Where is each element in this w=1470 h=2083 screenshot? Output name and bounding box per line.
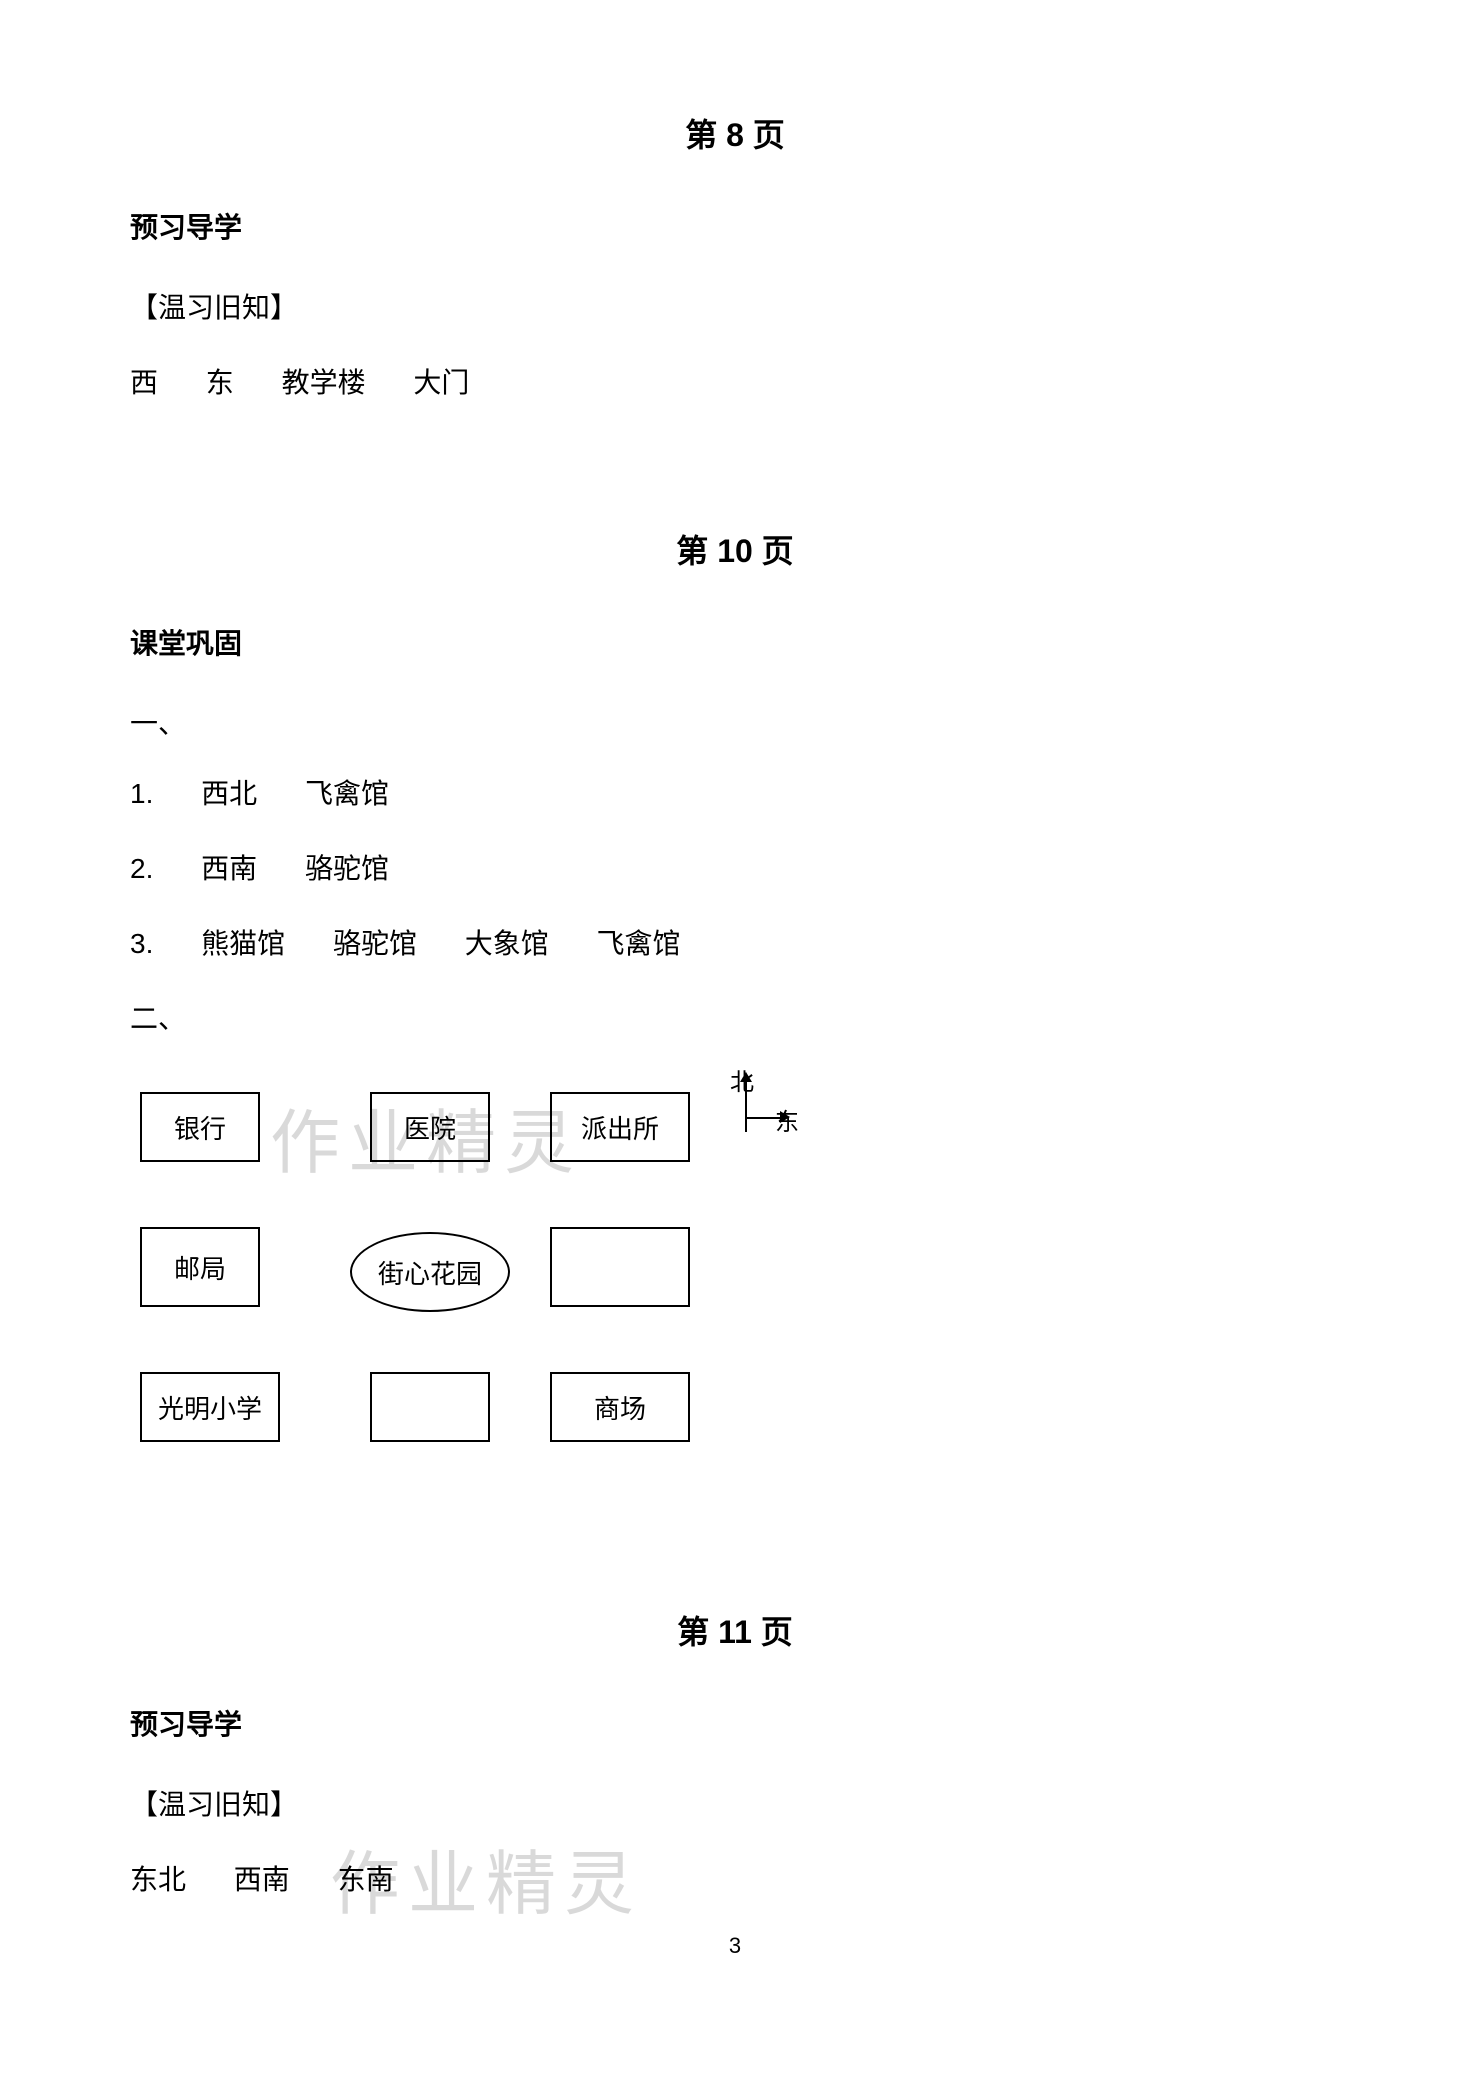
- part-1-label: 一、: [130, 702, 1340, 742]
- map-box: 银行: [140, 1092, 260, 1162]
- answer-item: 教学楼: [282, 367, 366, 398]
- item-val: 大象馆: [465, 928, 549, 959]
- item-val: 西北: [201, 778, 257, 809]
- item-val: 骆驼馆: [333, 928, 417, 959]
- garden-ellipse: 街心花园: [350, 1232, 510, 1312]
- page-11-title: 第 11 页: [130, 1607, 1340, 1653]
- item-val: 熊猫馆: [201, 928, 285, 959]
- item-num: 3.: [130, 928, 153, 959]
- map-box: [550, 1227, 690, 1307]
- bottom-section: 东北 西南 东南 作业精灵 3: [130, 1858, 1340, 1959]
- map-box: 商场: [550, 1372, 690, 1442]
- answer-item: 西: [130, 367, 158, 398]
- item-val: 骆驼馆: [305, 853, 389, 884]
- item-val: 飞禽馆: [597, 928, 681, 959]
- answer-item: 大门: [413, 367, 469, 398]
- page-11-answers: 东北 西南 东南: [130, 1858, 1340, 1898]
- map-box: 邮局: [140, 1227, 260, 1307]
- compass-arrow-east-icon: [780, 1111, 790, 1123]
- answer-item: 西南: [234, 1864, 290, 1895]
- map-diagram: 北 东 银行医院派出所邮局光明小学商场 街心花园 作业精灵: [130, 1067, 880, 1477]
- page-10-section: 课堂巩固: [130, 622, 1340, 662]
- item-val: 西南: [201, 853, 257, 884]
- map-box: 派出所: [550, 1092, 690, 1162]
- item-val: 飞禽馆: [305, 778, 389, 809]
- page-10-title: 第 10 页: [130, 526, 1340, 572]
- answer-item: 东: [206, 367, 234, 398]
- map-box: 医院: [370, 1092, 490, 1162]
- page-8-answers: 西 东 教学楼 大门: [130, 361, 1340, 401]
- map-box: [370, 1372, 490, 1442]
- page-11-section: 预习导学: [130, 1703, 1340, 1743]
- compass-line-vertical: [745, 1077, 747, 1132]
- item-num: 2.: [130, 853, 153, 884]
- page-8-section: 预习导学: [130, 206, 1340, 246]
- answer-item: 东北: [130, 1864, 186, 1895]
- page-8-title: 第 8 页: [130, 110, 1340, 156]
- item-1: 1. 西北 飞禽馆: [130, 772, 1340, 812]
- answer-item: 东南: [338, 1864, 394, 1895]
- page-11-sub: 【温习旧知】: [130, 1783, 1340, 1823]
- map-box: 光明小学: [140, 1372, 280, 1442]
- part-2-label: 二、: [130, 997, 1340, 1037]
- compass-line-horizontal: [745, 1117, 785, 1119]
- item-3: 3. 熊猫馆 骆驼馆 大象馆 飞禽馆: [130, 922, 1340, 962]
- item-2: 2. 西南 骆驼馆: [130, 847, 1340, 887]
- page-number: 3: [130, 1933, 1340, 1959]
- item-num: 1.: [130, 778, 153, 809]
- compass-arrow-north-icon: [740, 1072, 752, 1082]
- page-8-sub: 【温习旧知】: [130, 286, 1340, 326]
